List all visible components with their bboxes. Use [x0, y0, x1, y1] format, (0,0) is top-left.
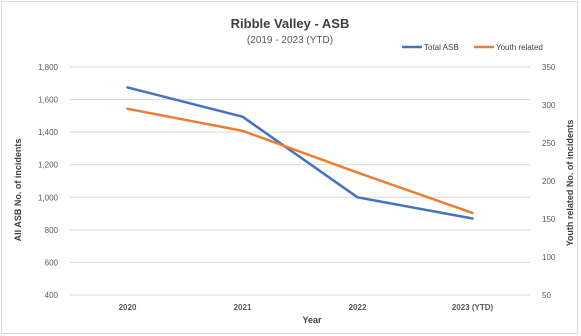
right-tick-label: 300 — [542, 101, 556, 110]
right-axis-ticks: 50 100 150 200 250 300 350 — [542, 63, 556, 300]
right-tick-label: 150 — [542, 215, 556, 224]
right-tick-label: 100 — [542, 253, 556, 262]
left-tick-label: 1,000 — [38, 193, 59, 202]
chart-title: Ribble Valley - ASB — [231, 16, 350, 31]
right-tick-label: 200 — [542, 177, 556, 186]
left-tick-label: 400 — [45, 291, 59, 300]
legend-label-total-asb: Total ASB — [424, 43, 459, 52]
series-line-total-asb — [126, 86, 474, 220]
gridlines — [70, 66, 530, 296]
left-tick-label: 1,400 — [38, 128, 59, 137]
right-tick-label: 350 — [542, 63, 556, 72]
y-axis-label-right: Youth related No. of incidents — [565, 120, 575, 247]
x-tick-label: 2022 — [349, 303, 367, 312]
legend: Total ASB Youth related — [402, 43, 543, 52]
x-tick-label: 2020 — [119, 303, 137, 312]
y-axis-label-left: All ASB No. of incidents — [13, 139, 23, 242]
x-tick-label: 2023 (YTD) — [452, 303, 494, 312]
series-lines — [126, 86, 474, 220]
x-tick-label: 2021 — [234, 303, 252, 312]
left-tick-label: 1,800 — [38, 63, 59, 72]
legend-label-youth-related: Youth related — [496, 43, 543, 52]
left-axis-ticks: 400 600 800 1,000 1,200 1,400 1,600 1,800 — [38, 63, 59, 300]
x-axis-label: Year — [302, 315, 322, 325]
left-tick-label: 800 — [45, 226, 59, 235]
left-tick-label: 600 — [45, 258, 59, 267]
right-tick-label: 50 — [542, 291, 551, 300]
chart-subtitle: (2019 - 2023 (YTD) — [247, 35, 333, 46]
left-tick-label: 1,200 — [38, 161, 59, 170]
series-line-youth-related — [126, 107, 474, 215]
x-axis-ticks: 2020 2021 2022 2023 (YTD) — [119, 303, 494, 312]
right-tick-label: 250 — [542, 139, 556, 148]
left-tick-label: 1,600 — [38, 96, 59, 105]
